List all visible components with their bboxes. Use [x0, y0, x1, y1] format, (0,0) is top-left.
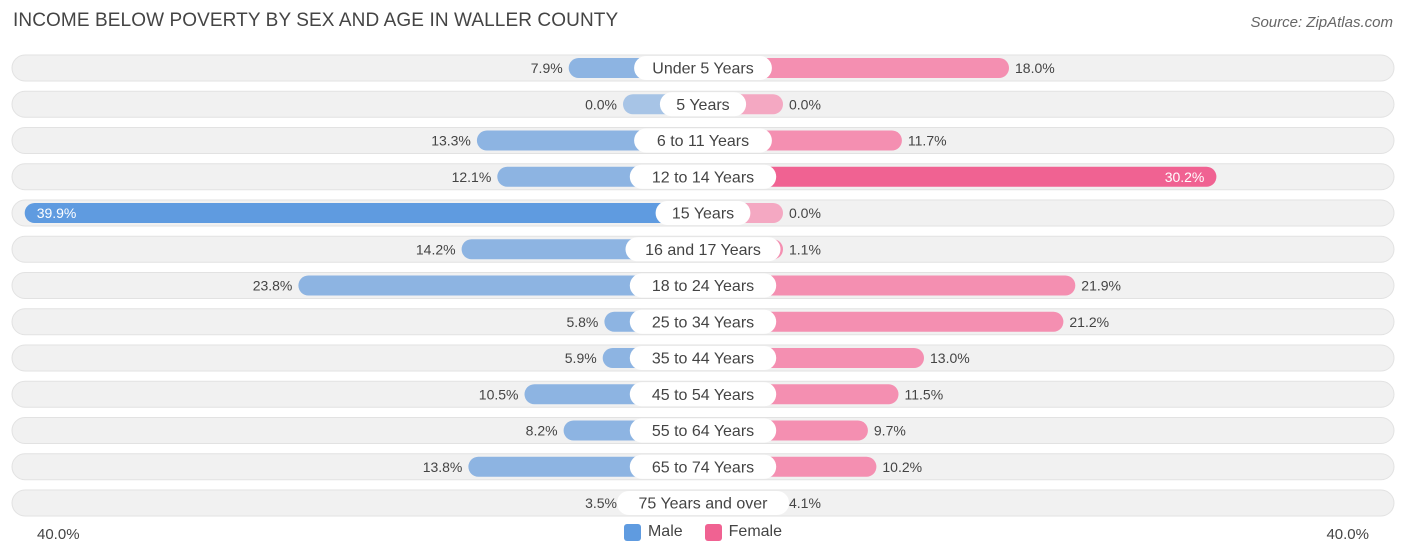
legend: Male Female: [0, 523, 1406, 541]
male-bar: [298, 275, 703, 296]
female-value-label: 13.0%: [930, 350, 970, 366]
category-pill: [629, 454, 777, 479]
category-label: 16 and 17 Years: [645, 242, 761, 259]
male-value-label: 14.2%: [416, 241, 456, 257]
male-value-label: 0.0%: [585, 96, 617, 112]
category-pill: [634, 128, 772, 153]
category-pill: [655, 201, 751, 225]
category-label: 35 to 44 Years: [652, 351, 754, 368]
category-label: 25 to 34 Years: [652, 314, 754, 331]
male-value-label: 5.9%: [565, 350, 597, 366]
legend-label-female: Female: [728, 523, 783, 540]
category-label: 55 to 64 Years: [652, 423, 754, 440]
axis-label-left: 40.0%: [37, 526, 80, 543]
category-pill: [625, 237, 781, 262]
category-pill: [616, 491, 790, 515]
category-label: 12 to 14 Years: [652, 169, 754, 186]
female-value-label: 30.2%: [1165, 169, 1205, 185]
male-value-label: 10.5%: [479, 386, 519, 402]
male-value-label: 39.9%: [37, 205, 77, 221]
male-value-label: 7.9%: [531, 60, 563, 76]
category-label: 15 Years: [672, 206, 734, 223]
category-label: 5 Years: [676, 97, 729, 114]
male-value-label: 12.1%: [452, 169, 492, 185]
category-pill: [629, 418, 777, 443]
legend-swatch-female: [704, 523, 722, 541]
female-bar: [703, 311, 1064, 332]
female-value-label: 10.2%: [882, 459, 922, 475]
chart-title: INCOME BELOW POVERTY BY SEX AND AGE IN W…: [13, 10, 619, 31]
category-label: 65 to 74 Years: [652, 459, 754, 476]
female-value-label: 0.0%: [789, 205, 821, 221]
female-bar: [703, 275, 1076, 296]
category-pill: [629, 164, 777, 189]
category-label: 45 to 54 Years: [652, 387, 754, 404]
female-value-label: 11.5%: [905, 386, 944, 402]
female-value-label: 0.0%: [789, 96, 821, 112]
male-value-label: 23.8%: [253, 278, 293, 294]
female-value-label: 4.1%: [789, 495, 821, 511]
female-value-label: 11.7%: [908, 133, 947, 149]
category-pill: [629, 309, 777, 334]
legend-label-male: Male: [647, 523, 683, 540]
female-value-label: 21.2%: [1069, 314, 1109, 330]
female-value-label: 1.1%: [789, 241, 821, 257]
male-value-label: 13.3%: [431, 133, 471, 149]
female-bar: [703, 166, 1217, 187]
male-value-label: 3.5%: [585, 495, 617, 511]
axis-label-right: 40.0%: [1326, 526, 1369, 543]
source-label: Source: ZipAtlas.com: [1250, 14, 1393, 31]
legend-item-female[interactable]: Female: [704, 523, 783, 541]
male-value-label: 8.2%: [526, 423, 558, 439]
male-value-label: 5.8%: [566, 314, 598, 330]
category-label: 18 to 24 Years: [652, 278, 754, 295]
female-value-label: 21.9%: [1081, 278, 1121, 294]
category-label: 6 to 11 Years: [657, 133, 749, 150]
category-label: 75 Years and over: [639, 496, 769, 513]
category-pill: [629, 273, 777, 298]
male-bar: [24, 203, 703, 223]
category-pill: [634, 56, 772, 80]
category-pill: [629, 382, 777, 407]
legend-item-male[interactable]: Male: [623, 523, 683, 541]
category-pill: [659, 92, 747, 117]
female-value-label: 18.0%: [1015, 60, 1055, 76]
male-value-label: 13.8%: [423, 459, 463, 475]
category-pill: [629, 346, 777, 370]
female-bar: [703, 58, 1009, 78]
bar-chart: 7.9% 18.0% Under 5 Years 0.0% 0.0% 5 Years 13.…: [11, 54, 1395, 517]
female-value-label: 9.7%: [874, 423, 906, 439]
legend-swatch-male: [623, 523, 641, 541]
category-label: Under 5 Years: [652, 61, 753, 78]
